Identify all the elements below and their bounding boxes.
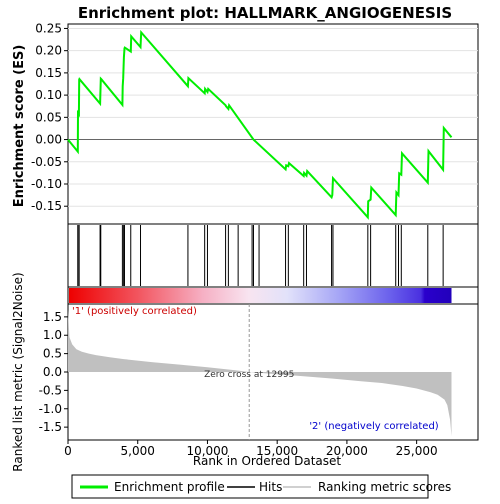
es-gridlines xyxy=(68,27,478,207)
legend-entry-hits: Hits xyxy=(227,480,282,494)
es-y-tick-label: 0.10 xyxy=(35,88,62,102)
legend-label-ranking: Ranking metric scores xyxy=(318,480,451,494)
ranking-metric-area xyxy=(68,309,452,437)
es-y-tick-label: -0.15 xyxy=(31,199,62,213)
chart-title: Enrichment plot: HALLMARK_ANGIOGENESIS xyxy=(78,4,452,22)
x-axis-tick-label: 5,000 xyxy=(121,444,155,458)
es-y-axis-ticks: -0.15 -0.10 -0.05 0.00 0.05 0.10 0.15 0.20 0.25 xyxy=(31,21,68,213)
hit-marks xyxy=(77,225,444,286)
rank-color-gradient xyxy=(69,288,452,303)
ranking-y-axis-ticks: -1.5 -1.0 -0.5 0.0 0.5 1.0 1.5 xyxy=(39,310,68,434)
x-axis-tick-label: 0 xyxy=(64,444,72,458)
es-y-tick-label: 0.15 xyxy=(35,66,62,80)
ranking-y-tick-label: 1.5 xyxy=(43,310,62,324)
es-y-tick-label: 0.20 xyxy=(35,44,62,58)
es-y-tick-label: 0.25 xyxy=(35,21,62,35)
es-y-tick-label: 0.05 xyxy=(35,110,62,124)
es-y-tick-label: -0.05 xyxy=(31,155,62,169)
ranking-y-tick-label: -1.5 xyxy=(39,420,62,434)
legend-entry-enrichment: Enrichment profile xyxy=(80,480,225,494)
ranking-y-tick-label: -1.0 xyxy=(39,402,62,416)
enrichment-profile-line xyxy=(67,29,453,220)
ranking-y-tick-label: -0.5 xyxy=(39,383,62,397)
hits-panel-frame xyxy=(67,223,479,288)
x-axis-tick-label: 25,000 xyxy=(396,444,438,458)
positive-correlation-label: '1' (positively correlated) xyxy=(72,306,197,317)
x-axis-tick-label: 15,000 xyxy=(256,444,298,458)
legend-entry-ranking: Ranking metric scores xyxy=(283,480,451,494)
x-axis-ticks: 0 5,000 10,000 15,000 20,000 25,000 xyxy=(64,440,438,458)
es-panel-frame xyxy=(67,23,479,225)
es-y-axis-label: Enrichment score (ES) xyxy=(12,45,27,208)
negative-correlation-label: '2' (negatively correlated) xyxy=(309,421,438,432)
zero-cross-label: Zero cross at 12995 xyxy=(204,370,294,380)
es-y-tick-label: -0.10 xyxy=(31,177,62,191)
ranking-y-tick-label: 1.0 xyxy=(43,328,62,342)
x-axis-tick-label: 20,000 xyxy=(326,444,368,458)
enrichment-profile-series xyxy=(67,29,453,220)
ranking-y-tick-label: 0.0 xyxy=(43,365,62,379)
es-y-tick-label: 0.00 xyxy=(35,133,62,147)
x-axis-label: Rank in Ordered Dataset xyxy=(193,454,341,468)
ranking-y-axis-label: Ranked list metric (Signal2Noise) xyxy=(11,272,25,471)
x-axis-tick-label: 10,000 xyxy=(186,444,228,458)
legend-label-hits: Hits xyxy=(259,480,282,494)
ranking-y-tick-label: 0.5 xyxy=(43,347,62,361)
legend-label-enrichment: Enrichment profile xyxy=(114,480,225,494)
